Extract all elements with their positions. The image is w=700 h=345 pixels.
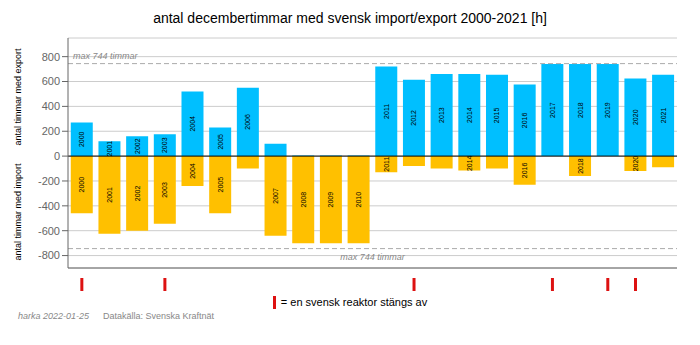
svg-text:0: 0: [54, 150, 60, 162]
svg-text:2016: 2016: [521, 112, 528, 128]
svg-text:antal timmar med export: antal timmar med export: [13, 48, 23, 146]
svg-text:2000: 2000: [78, 177, 85, 193]
svg-text:-600: -600: [38, 225, 60, 237]
svg-text:2015: 2015: [493, 108, 500, 124]
svg-text:2020: 2020: [632, 156, 639, 172]
svg-text:2001: 2001: [106, 141, 113, 157]
svg-text:antal timmar med import: antal timmar med import: [13, 163, 23, 261]
svg-text:2008: 2008: [300, 192, 307, 208]
svg-text:800: 800: [42, 51, 60, 63]
svg-text:2006: 2006: [244, 114, 251, 130]
svg-text:2000: 2000: [78, 131, 85, 147]
svg-text:2014: 2014: [466, 107, 473, 123]
svg-text:2016: 2016: [521, 163, 528, 179]
svg-text:2012: 2012: [410, 110, 417, 126]
html-text:harka 2022-01-25: harka 2022-01-25: [18, 311, 90, 321]
svg-text:2021: 2021: [660, 108, 667, 124]
html-text:Datakälla: Svenska Kraftnät: Datakälla: Svenska Kraftnät: [103, 311, 215, 321]
svg-text:2011: 2011: [383, 104, 390, 119]
svg-text:2007: 2007: [272, 188, 279, 204]
svg-text:max 744 timmar: max 744 timmar: [73, 51, 139, 61]
svg-text:2010: 2010: [355, 192, 362, 208]
svg-text:400: 400: [42, 100, 60, 112]
svg-text:2004: 2004: [189, 116, 196, 132]
svg-text:2002: 2002: [134, 186, 141, 202]
svg-text:2018: 2018: [577, 158, 584, 174]
svg-text:2001: 2001: [106, 187, 113, 203]
svg-text:2003: 2003: [161, 182, 168, 198]
svg-text:2019: 2019: [604, 102, 611, 118]
svg-text:max 744 timmar: max 744 timmar: [340, 252, 406, 262]
svg-text:2002: 2002: [134, 138, 141, 154]
html-text:antal decembertimmar med svens: antal decembertimmar med svensk import/e…: [153, 10, 547, 26]
svg-text:2009: 2009: [327, 192, 334, 208]
svg-text:2014: 2014: [466, 155, 473, 171]
svg-text:2013: 2013: [438, 107, 445, 123]
svg-text:2011: 2011: [383, 157, 390, 172]
svg-text:2005: 2005: [217, 177, 224, 193]
svg-text:2003: 2003: [161, 137, 168, 153]
svg-text:600: 600: [42, 75, 60, 87]
svg-text:200: 200: [42, 125, 60, 137]
svg-text:-400: -400: [38, 200, 60, 212]
svg-text:2017: 2017: [549, 102, 556, 118]
svg-text:2004: 2004: [189, 163, 196, 179]
svg-text:2005: 2005: [217, 134, 224, 150]
svg-text:2020: 2020: [632, 109, 639, 125]
svg-text:-800: -800: [38, 249, 60, 261]
html-text:= en svensk reaktor stängs av: = en svensk reaktor stängs av: [280, 296, 428, 308]
svg-text:-200: -200: [38, 175, 60, 187]
svg-text:2018: 2018: [577, 102, 584, 118]
